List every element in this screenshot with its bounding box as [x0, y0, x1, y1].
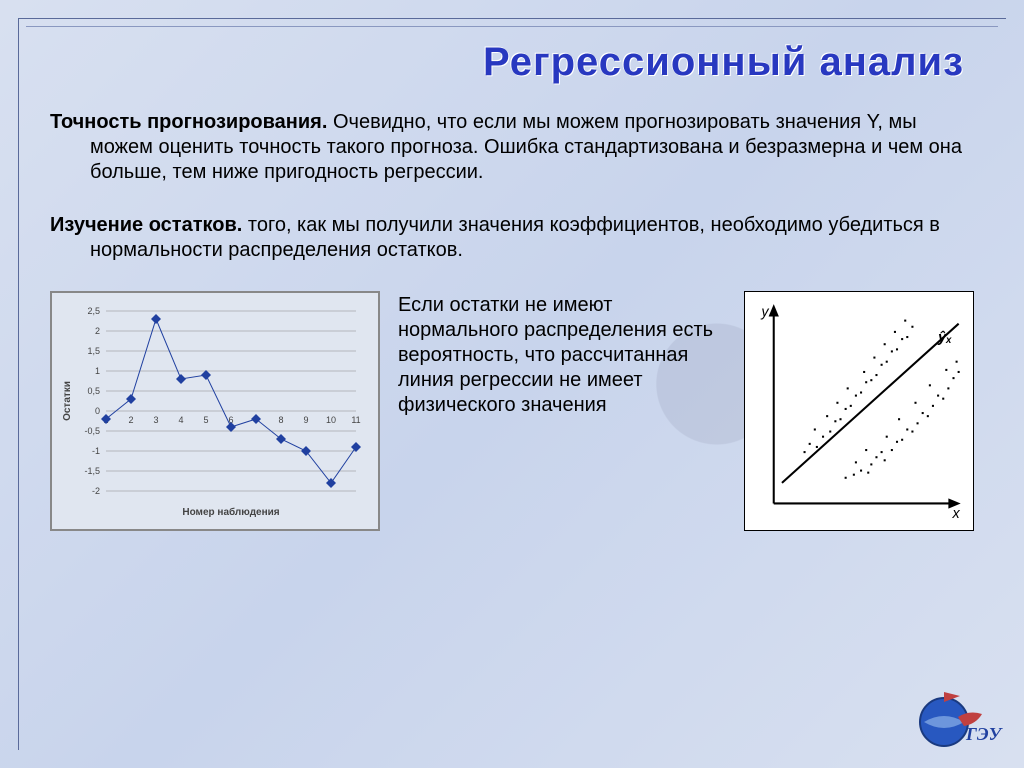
university-logo: ГЭУ: [914, 682, 1004, 752]
svg-text:4: 4: [178, 415, 183, 425]
svg-text:3: 3: [153, 415, 158, 425]
para1-lead: Точность прогнозирования.: [50, 111, 327, 133]
svg-text:x: x: [951, 506, 960, 522]
svg-text:Остатки: Остатки: [62, 381, 73, 421]
svg-text:5: 5: [203, 415, 208, 425]
svg-text:y: y: [760, 304, 769, 320]
svg-text:1: 1: [95, 366, 100, 376]
paragraph-residuals: Изучение остатков. того, как мы получили…: [50, 213, 974, 263]
logo-text: ГЭУ: [965, 724, 1004, 744]
svg-text:11: 11: [351, 415, 360, 425]
slide-content: Точность прогнозирования. Очевидно, что …: [50, 110, 974, 531]
svg-text:2,5: 2,5: [87, 306, 100, 316]
svg-text:2: 2: [128, 415, 133, 425]
svg-text:-1: -1: [92, 446, 100, 456]
para2-lead: Изучение остатков.: [50, 214, 242, 236]
slide-title: Регрессионный анализ: [483, 40, 964, 85]
svg-text:ŷₓ: ŷₓ: [937, 330, 952, 346]
svg-text:0,5: 0,5: [87, 386, 100, 396]
svg-text:2: 2: [95, 326, 100, 336]
svg-text:0: 0: [95, 406, 100, 416]
scatter-chart-svg: y x ŷₓ: [751, 298, 967, 524]
svg-text:Номер наблюдения: Номер наблюдения: [182, 506, 279, 518]
paragraph-accuracy: Точность прогнозирования. Очевидно, что …: [50, 110, 974, 185]
mid-paragraph: Если остатки не имеют нормального распре…: [398, 291, 726, 418]
svg-text:-1,5: -1,5: [84, 466, 100, 476]
slide-frame-inner: [26, 26, 998, 27]
logo-svg: ГЭУ: [914, 682, 1004, 752]
residuals-chart-svg: -2-1,5-1-0,500,511,522,51234567891011Ост…: [58, 301, 368, 525]
svg-text:8: 8: [278, 415, 283, 425]
charts-row: -2-1,5-1-0,500,511,522,51234567891011Ост…: [50, 291, 974, 531]
svg-text:9: 9: [303, 415, 308, 425]
svg-text:10: 10: [326, 415, 336, 425]
svg-text:-2: -2: [92, 486, 100, 496]
residuals-chart: -2-1,5-1-0,500,511,522,51234567891011Ост…: [50, 291, 380, 531]
svg-text:1,5: 1,5: [87, 346, 100, 356]
scatter-chart: y x ŷₓ: [744, 291, 974, 531]
svg-text:-0,5: -0,5: [84, 426, 100, 436]
